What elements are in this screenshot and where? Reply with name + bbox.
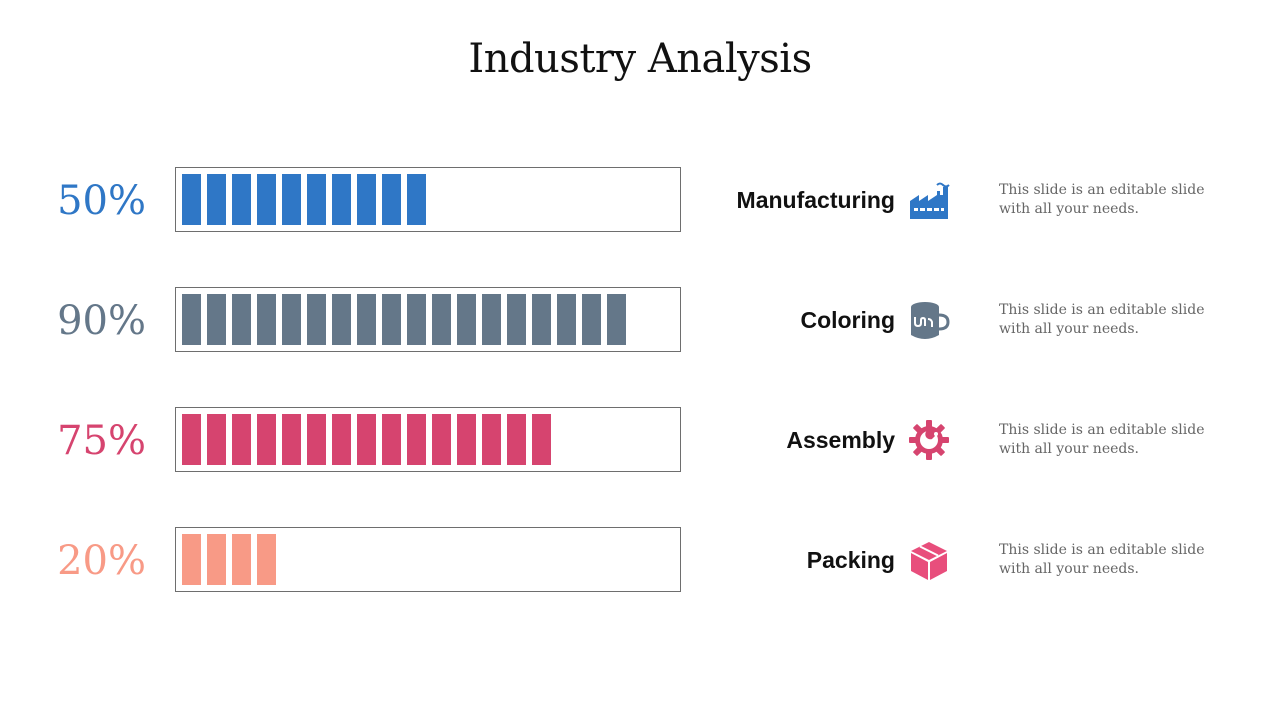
progress-segment [457, 414, 476, 465]
progress-segment [332, 294, 351, 345]
progress-segment [257, 534, 276, 585]
progress-segment [307, 414, 326, 465]
progress-bar [175, 527, 681, 592]
progress-segment [357, 414, 376, 465]
progress-segment [357, 294, 376, 345]
description-text: This slide is an editable slide with all… [999, 302, 1205, 337]
percent-label: 75% [57, 418, 146, 464]
progress-segment [257, 414, 276, 465]
progress-segment [182, 294, 201, 345]
progress-segment [607, 294, 626, 345]
progress-segments [182, 294, 632, 345]
wrench-gear-icon [908, 419, 950, 461]
category-label: Packing [806, 547, 895, 573]
progress-segment [182, 414, 201, 465]
progress-segment [207, 534, 226, 585]
progress-segment [232, 414, 251, 465]
progress-segment [307, 294, 326, 345]
progress-segment [232, 534, 251, 585]
description-text: This slide is an editable slide with all… [999, 542, 1205, 577]
description-text: This slide is an editable slide with all… [999, 422, 1205, 457]
progress-segment [582, 294, 601, 345]
progress-segment [207, 414, 226, 465]
progress-bar [175, 167, 681, 232]
progress-bar [175, 287, 681, 352]
progress-segment [482, 414, 501, 465]
progress-row-coloring: 90% Coloring This slide is an editable s… [0, 287, 1280, 355]
percent-label: 90% [57, 298, 146, 344]
percent-label: 50% [57, 178, 146, 224]
category-label: Assembly [786, 427, 895, 453]
progress-segment [557, 294, 576, 345]
progress-segment [357, 174, 376, 225]
progress-segment [457, 294, 476, 345]
progress-segment [282, 294, 301, 345]
progress-segment [407, 174, 426, 225]
progress-segments [182, 174, 432, 225]
paint-bucket-icon [908, 299, 950, 341]
progress-segment [332, 174, 351, 225]
progress-segment [282, 414, 301, 465]
description-text: This slide is an editable slide with all… [999, 182, 1205, 217]
progress-segments [182, 534, 282, 585]
progress-segment [182, 174, 201, 225]
progress-segment [207, 294, 226, 345]
progress-segment [507, 414, 526, 465]
progress-segment [207, 174, 226, 225]
progress-segment [432, 294, 451, 345]
factory-icon [908, 179, 950, 221]
progress-segment [507, 294, 526, 345]
progress-segment [407, 294, 426, 345]
progress-segment [257, 294, 276, 345]
progress-segment [257, 174, 276, 225]
box-icon [908, 539, 950, 581]
progress-segments [182, 414, 557, 465]
category-label: Manufacturing [736, 187, 895, 213]
progress-row-assembly: 75% Assembly This slide is an editable s… [0, 407, 1280, 475]
progress-segment [232, 294, 251, 345]
progress-segment [282, 174, 301, 225]
progress-segment [232, 174, 251, 225]
progress-segment [332, 414, 351, 465]
progress-segment [307, 174, 326, 225]
progress-segment [532, 294, 551, 345]
category-label: Coloring [800, 307, 895, 333]
progress-segment [482, 294, 501, 345]
progress-row-packing: 20% Packing This slide is an editable sl… [0, 527, 1280, 595]
percent-label: 20% [57, 538, 146, 584]
slide-title: Industry Analysis [468, 36, 812, 82]
progress-segment [382, 174, 401, 225]
progress-row-manufacturing: 50% Manufacturing This slide is an edita… [0, 167, 1280, 235]
progress-segment [407, 414, 426, 465]
progress-segment [432, 414, 451, 465]
progress-segment [382, 414, 401, 465]
progress-segment [532, 414, 551, 465]
progress-bar [175, 407, 681, 472]
progress-segment [182, 534, 201, 585]
progress-segment [382, 294, 401, 345]
